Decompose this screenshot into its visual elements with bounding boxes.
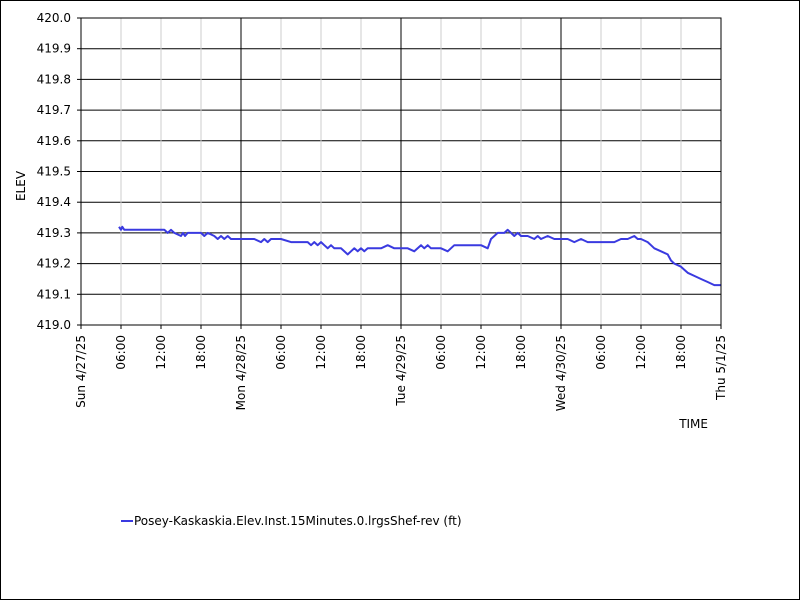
x-tick-label: 18:00	[354, 335, 368, 370]
x-tick-label: Wed 4/30/25	[554, 335, 568, 411]
y-tick-label: 419.3	[37, 226, 71, 240]
x-tick-label: Tue 4/29/25	[394, 335, 408, 407]
x-tick-label: 06:00	[274, 335, 288, 370]
y-tick-label: 419.1	[37, 287, 71, 301]
y-tick-label: 419.8	[37, 72, 71, 86]
x-tick-label: 18:00	[194, 335, 208, 370]
series-line-0	[118, 225, 721, 287]
y-axis-ticks: 420.0 419.9 419.8 419.7 419.6 419.5 419.4 419.3…	[37, 11, 81, 332]
x-tick-label: 06:00	[114, 335, 128, 370]
x-tick-label: 12:00	[474, 335, 488, 370]
y-tick-label: 419.4	[37, 195, 71, 209]
x-axis-ticks: Sun 4/27/25 06:00 12:00 18:00 Mon 4/28/25 06:…	[74, 325, 728, 411]
x-tick-label: Sun 4/27/25	[74, 335, 88, 408]
x-tick-label: 12:00	[154, 335, 168, 370]
x-axis-title: TIME	[678, 417, 708, 431]
x-tick-label: 18:00	[514, 335, 528, 370]
plot-area-border	[80, 17, 722, 326]
y-tick-label: 419.2	[37, 257, 71, 271]
y-tick-label: 419.7	[37, 103, 71, 117]
legend: Posey-Kaskaskia.Elev.Inst.15Minutes.0.lr…	[121, 514, 462, 528]
x-tick-label: Thu 5/1/25	[714, 335, 728, 401]
grid	[80, 17, 722, 326]
x-tick-label: 06:00	[434, 335, 448, 370]
x-tick-label: 12:00	[314, 335, 328, 370]
x-tick-label: 06:00	[594, 335, 608, 370]
y-tick-label: 419.0	[37, 318, 71, 332]
y-tick-label: 419.9	[37, 42, 71, 56]
y-tick-label: 419.5	[37, 165, 71, 179]
series-layer	[118, 225, 721, 287]
y-tick-label: 419.6	[37, 134, 71, 148]
legend-label: Posey-Kaskaskia.Elev.Inst.15Minutes.0.lr…	[134, 514, 462, 528]
y-axis-title: ELEV	[14, 170, 28, 201]
x-tick-label: Mon 4/28/25	[234, 335, 248, 410]
x-tick-label: 18:00	[674, 335, 688, 370]
y-tick-label: 420.0	[37, 11, 71, 25]
x-tick-label: 12:00	[634, 335, 648, 370]
